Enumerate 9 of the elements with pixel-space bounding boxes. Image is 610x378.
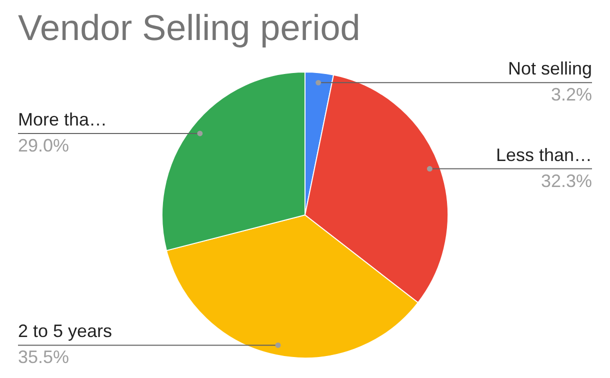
chart-title: Vendor Selling period [18,7,360,48]
slice-label: More tha… [18,109,108,130]
data-label: 29.0% [18,135,70,156]
data-label: 32.3% [540,170,592,191]
slice-label: Less than… [496,144,592,165]
slice-label: Not selling [508,58,592,79]
data-label: 35.5% [18,347,70,368]
data-label: 3.2% [550,84,592,105]
slice-label: 2 to 5 years [18,321,112,342]
